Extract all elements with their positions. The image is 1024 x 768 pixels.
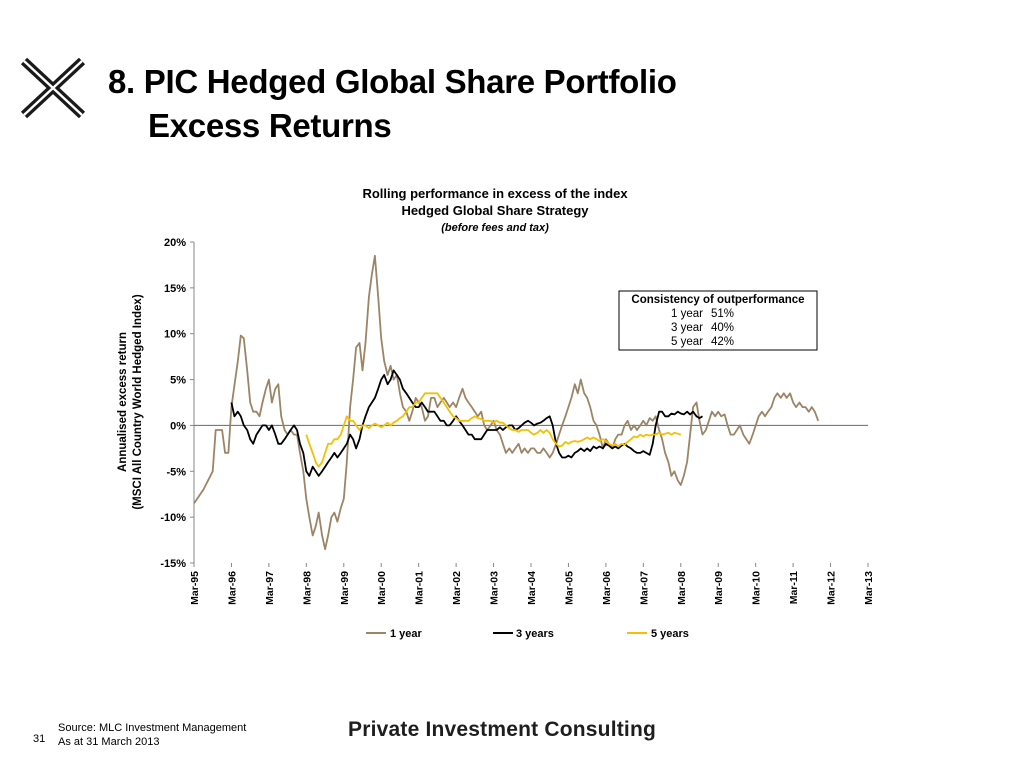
consistency-box-frame (618, 290, 818, 351)
y-tick-label: 0% (170, 420, 186, 432)
y-axis: 20% 15% 10% 5% 0% -5% -10% -15% (160, 237, 194, 570)
chart-subtitle: Hedged Global Share Strategy (401, 203, 589, 218)
x-tick-label: Mar-99 (339, 571, 351, 605)
as-at-line: As at 31 March 2013 (58, 736, 160, 748)
chart-note: (before fees and tax) (441, 222, 549, 234)
consistency-row-period: 1 year (671, 308, 703, 320)
x-tick-label: Mar-06 (601, 571, 613, 605)
y-tick-label: -5% (166, 466, 186, 478)
x-tick-label: Mar-03 (489, 571, 501, 605)
consistency-box-header: Consistency of outperformance (631, 294, 804, 306)
chart-title: Rolling performance in excess of the ind… (362, 186, 628, 201)
x-tick-label: Mar-10 (751, 571, 763, 605)
consistency-box: Consistency of outperformance 1 year 51%… (618, 290, 818, 351)
brand-wordmark: Private Investment Consulting (348, 718, 657, 741)
x-tick-label: Mar-08 (676, 571, 688, 605)
page-title-line1: 8. PIC Hedged Global Share Portfolio (108, 63, 677, 100)
x-logo-icon (20, 57, 86, 119)
x-tick-label: Mar-12 (826, 571, 838, 605)
y-tick-label: 20% (164, 237, 186, 249)
consistency-row-period: 5 year (671, 336, 703, 348)
legend-label-3-years: 3 years (516, 628, 554, 640)
y-tick-label: 10% (164, 329, 186, 341)
consistency-row-value: 42% (711, 336, 734, 348)
x-tick-label: Mar-98 (301, 571, 313, 605)
page-number: 31 (33, 733, 46, 745)
y-tick-label: -15% (160, 558, 186, 570)
source-line: Source: MLC Investment Management (58, 722, 247, 734)
y-tick-label: 15% (164, 283, 186, 295)
x-axis: Mar-95 Mar-96 Mar-97 Mar-98 Mar-99 Mar-00 Mar-… (189, 563, 875, 605)
series-lines (193, 254, 820, 551)
x-tick-label: Mar-02 (451, 571, 463, 605)
y-tick-label: 5% (170, 375, 186, 387)
x-tick-label: Mar-00 (376, 571, 388, 605)
legend-label-1-year: 1 year (390, 628, 423, 640)
page-title: 8. PIC Hedged Global Share Portfolio Exc… (108, 60, 677, 148)
page-title-line2: Excess Returns (148, 107, 392, 144)
x-tick-label: Mar-04 (526, 571, 538, 605)
y-axis-label-line1: Annualised excess return (117, 332, 129, 472)
x-tick-label: Mar-11 (788, 571, 800, 604)
x-tick-label: Mar-97 (264, 571, 276, 605)
consistency-row-period: 3 year (671, 322, 703, 334)
legend-label-5-years: 5 years (651, 628, 689, 640)
x-tick-label: Mar-05 (563, 571, 575, 605)
x-tick-label: Mar-01 (414, 571, 426, 605)
y-tick-label: -10% (160, 512, 186, 524)
consistency-row-value: 51% (711, 308, 734, 320)
consistency-row-value: 40% (711, 322, 734, 334)
x-tick-label: Mar-96 (226, 571, 238, 605)
legend: 1 year 3 years 5 years (366, 628, 689, 640)
x-tick-label: Mar-09 (713, 571, 725, 605)
x-tick-label: Mar-95 (189, 571, 201, 605)
series-line-1-year (193, 254, 820, 551)
y-axis-label-line2: (MSCI All Country World Hedged Index) (132, 294, 144, 509)
source-note: Source: MLC Investment Management As at … (58, 721, 246, 749)
x-tick-label: Mar-07 (638, 571, 650, 605)
series-line-5-years (305, 392, 682, 468)
excess-return-chart: Rolling performance in excess of the ind… (117, 186, 875, 640)
x-tick-label: Mar-13 (863, 571, 875, 605)
